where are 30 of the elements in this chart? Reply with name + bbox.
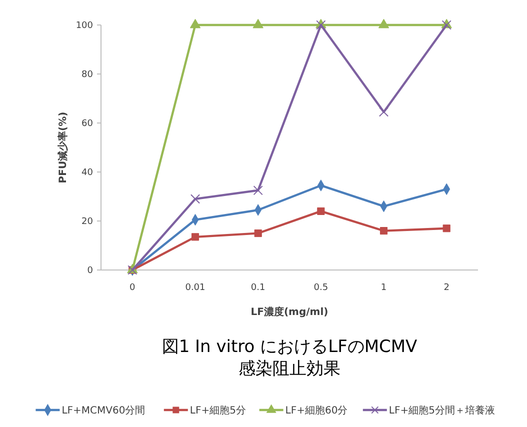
point bbox=[380, 227, 388, 235]
legend-label: LF+細胞5分 bbox=[190, 404, 246, 416]
legend-label: LF+細胞60分 bbox=[285, 404, 348, 416]
point bbox=[190, 194, 200, 204]
x-tick-label: 1 bbox=[380, 283, 387, 293]
point bbox=[442, 224, 450, 232]
legend-label: LF+MCMV60分間 bbox=[62, 404, 146, 416]
y-axis-title: PFU減少率(%) bbox=[57, 112, 69, 184]
x-axis-title: LF濃度(mg/ml) bbox=[250, 306, 328, 318]
point bbox=[252, 18, 264, 28]
x-tick-label: 0 bbox=[130, 283, 136, 293]
point bbox=[254, 229, 262, 238]
text: 図1 In vitro におけるLFのMCMV 感染阻止効果 bbox=[162, 337, 418, 380]
y-tick-label: 20 bbox=[82, 217, 94, 228]
point bbox=[378, 107, 389, 117]
y-tick-label: 80 bbox=[82, 70, 94, 80]
legend-label: LF+細胞5分間＋培養液 bbox=[388, 404, 495, 416]
y-tick-label: 0 bbox=[87, 266, 94, 276]
point bbox=[317, 207, 325, 215]
y-tick-label: 60 bbox=[82, 119, 94, 130]
x-tick-label: 0.1 bbox=[250, 283, 266, 293]
y-tick-label: 40 bbox=[82, 168, 94, 178]
point bbox=[191, 233, 200, 241]
x-tick-label: 0.01 bbox=[185, 283, 206, 293]
point bbox=[190, 18, 201, 28]
y-tick-label: 100 bbox=[76, 21, 94, 32]
point bbox=[253, 186, 263, 196]
x-tick-label: 0.5 bbox=[314, 283, 328, 293]
point bbox=[378, 18, 390, 28]
x-tick-label: 2 bbox=[444, 283, 450, 293]
